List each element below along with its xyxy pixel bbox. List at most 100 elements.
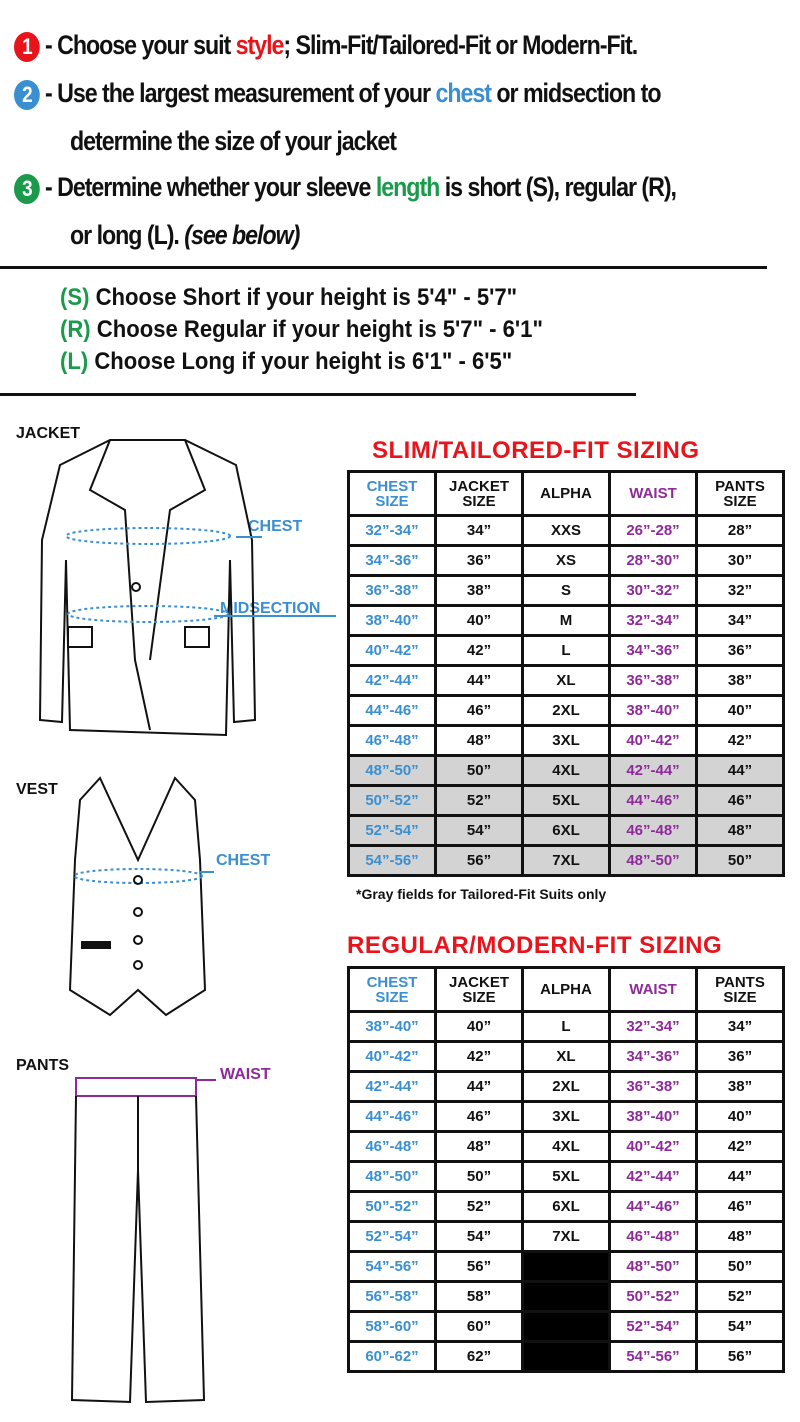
table-cell: 40”-42” <box>611 1133 695 1160</box>
table-cell: 42”-44” <box>611 757 695 784</box>
table-row: 44”-46” 46” 2XL 38”-40” 40” <box>350 697 782 724</box>
table-cell: 4XL <box>524 757 608 784</box>
table-cell: 26”-28” <box>611 517 695 544</box>
table-cell: 60”-62” <box>350 1343 434 1370</box>
table-cell: 40” <box>437 1013 521 1040</box>
table-row: 40”-42” 42” XL 34”-36” 36” <box>350 1043 782 1070</box>
pants-drawing <box>70 1077 216 1404</box>
table-cell: 50” <box>698 847 782 874</box>
table-cell: 50” <box>437 1163 521 1190</box>
table-cell: 58”-60” <box>350 1313 434 1340</box>
table-cell: L <box>524 637 608 664</box>
jacket-label: JACKET <box>16 425 81 442</box>
table-cell: 54” <box>437 1223 521 1250</box>
table-cell: 44”-46” <box>611 1193 695 1220</box>
table-cell: 2XL <box>524 697 608 724</box>
table-cell: 28” <box>698 517 782 544</box>
table-cell: 56” <box>437 847 521 874</box>
table-cell: 6XL <box>524 1193 608 1220</box>
waist-label: WAIST <box>220 1066 271 1083</box>
table-row: 52”-54” 54” 6XL 46”-48” 48” <box>350 817 782 844</box>
table-cell: 3XL <box>524 727 608 754</box>
table-cell: 30”-32” <box>611 577 695 604</box>
step-highlight: length <box>375 172 440 202</box>
table-row: 52”-54” 54” 7XL 46”-48” 48” <box>350 1223 782 1250</box>
table-row: 36”-38” 38” S 30”-32” 32” <box>350 577 782 604</box>
table-cell: 42”-44” <box>350 667 434 694</box>
table-row: 54”-56” 56” 7XL 48”-50” 50” <box>350 847 782 874</box>
table-cell: 54” <box>437 817 521 844</box>
vest-chest-label: CHEST <box>216 852 271 869</box>
step-text: - Use the largest measurement of your <box>44 78 436 108</box>
garment-illustrations <box>38 439 336 1404</box>
table-cell: 54”-56” <box>350 847 434 874</box>
column-header: WAIST <box>611 473 695 514</box>
unavailable-cell <box>524 1283 608 1310</box>
length-text: Choose Regular if your height is 5'7" - … <box>90 316 543 343</box>
table-cell: 6XL <box>524 817 608 844</box>
table-cell: 46” <box>437 697 521 724</box>
table-cell: 50” <box>437 757 521 784</box>
table-cell: 36” <box>698 637 782 664</box>
table-cell: 44”-46” <box>611 787 695 814</box>
pants-label: PANTS <box>16 1057 70 1074</box>
table-cell: 38”-40” <box>350 607 434 634</box>
table-row: 38”-40” 40” M 32”-34” 34” <box>350 607 782 634</box>
table-cell: XL <box>524 667 608 694</box>
table-cell: 7XL <box>524 1223 608 1250</box>
table-row: 40”-42” 42” L 34”-36” 36” <box>350 637 782 664</box>
table-cell: XXS <box>524 517 608 544</box>
step-continuation: or long (L). (see below) <box>70 220 300 251</box>
step-text: or midsection to <box>490 78 661 108</box>
table-cell: 52”-54” <box>350 817 434 844</box>
table-cell: XL <box>524 1043 608 1070</box>
table-cell: 52” <box>437 1193 521 1220</box>
table-row: 44”-46” 46” 3XL 38”-40” 40” <box>350 1103 782 1130</box>
length-option: (L) Choose Long if your height is 6'1" -… <box>60 348 512 376</box>
table-cell: 44” <box>698 757 782 784</box>
table-cell: 50”-52” <box>350 1193 434 1220</box>
table-cell: 32”-34” <box>611 607 695 634</box>
column-header: PANTS SIZE <box>698 969 782 1010</box>
table-cell: 36”-38” <box>611 667 695 694</box>
table-cell: 40”-42” <box>350 1043 434 1070</box>
table-cell: 62” <box>437 1343 521 1370</box>
length-code: (R) <box>60 316 91 343</box>
table-cell: 46”-48” <box>611 817 695 844</box>
table-cell: 38”-40” <box>611 1103 695 1130</box>
table-cell: 58” <box>437 1283 521 1310</box>
table-cell: XS <box>524 547 608 574</box>
table-cell: 5XL <box>524 787 608 814</box>
step-highlight: style <box>235 30 285 60</box>
column-header: CHEST SIZE <box>350 969 434 1010</box>
step-text: is short (S), regular (R), <box>439 172 677 202</box>
unavailable-cell <box>524 1343 608 1370</box>
table-cell: 60” <box>437 1313 521 1340</box>
table-cell: 7XL <box>524 847 608 874</box>
table-cell: 38” <box>437 577 521 604</box>
step-text: ; Slim-Fit/Tailored-Fit or Modern-Fit. <box>283 30 638 60</box>
table-cell: 38”-40” <box>350 1013 434 1040</box>
table-row: 48”-50” 50” 4XL 42”-44” 44” <box>350 757 782 784</box>
table-cell: 44” <box>437 667 521 694</box>
table-cell: 28”-30” <box>611 547 695 574</box>
step-continuation: determine the size of your jacket <box>70 126 397 157</box>
table-cell: 52” <box>437 787 521 814</box>
table-cell: L <box>524 1013 608 1040</box>
table-cell: 48” <box>437 1133 521 1160</box>
vest-drawing <box>68 776 214 1017</box>
table-cell: 32”-34” <box>350 517 434 544</box>
table-cell: 56”-58” <box>350 1283 434 1310</box>
column-header: PANTS SIZE <box>698 473 782 514</box>
table-cell: 56” <box>698 1343 782 1370</box>
table-cell: 40”-42” <box>350 637 434 664</box>
length-option: (S) Choose Short if your height is 5'4" … <box>60 284 517 312</box>
divider <box>0 266 767 269</box>
unavailable-cell <box>524 1313 608 1340</box>
table-cell: 46” <box>698 1193 782 1220</box>
table-cell: 48” <box>437 727 521 754</box>
table-cell: 34”-36” <box>611 1043 695 1070</box>
table-cell: 42”-44” <box>350 1073 434 1100</box>
table-cell: 32” <box>698 577 782 604</box>
table-cell: 46” <box>698 787 782 814</box>
